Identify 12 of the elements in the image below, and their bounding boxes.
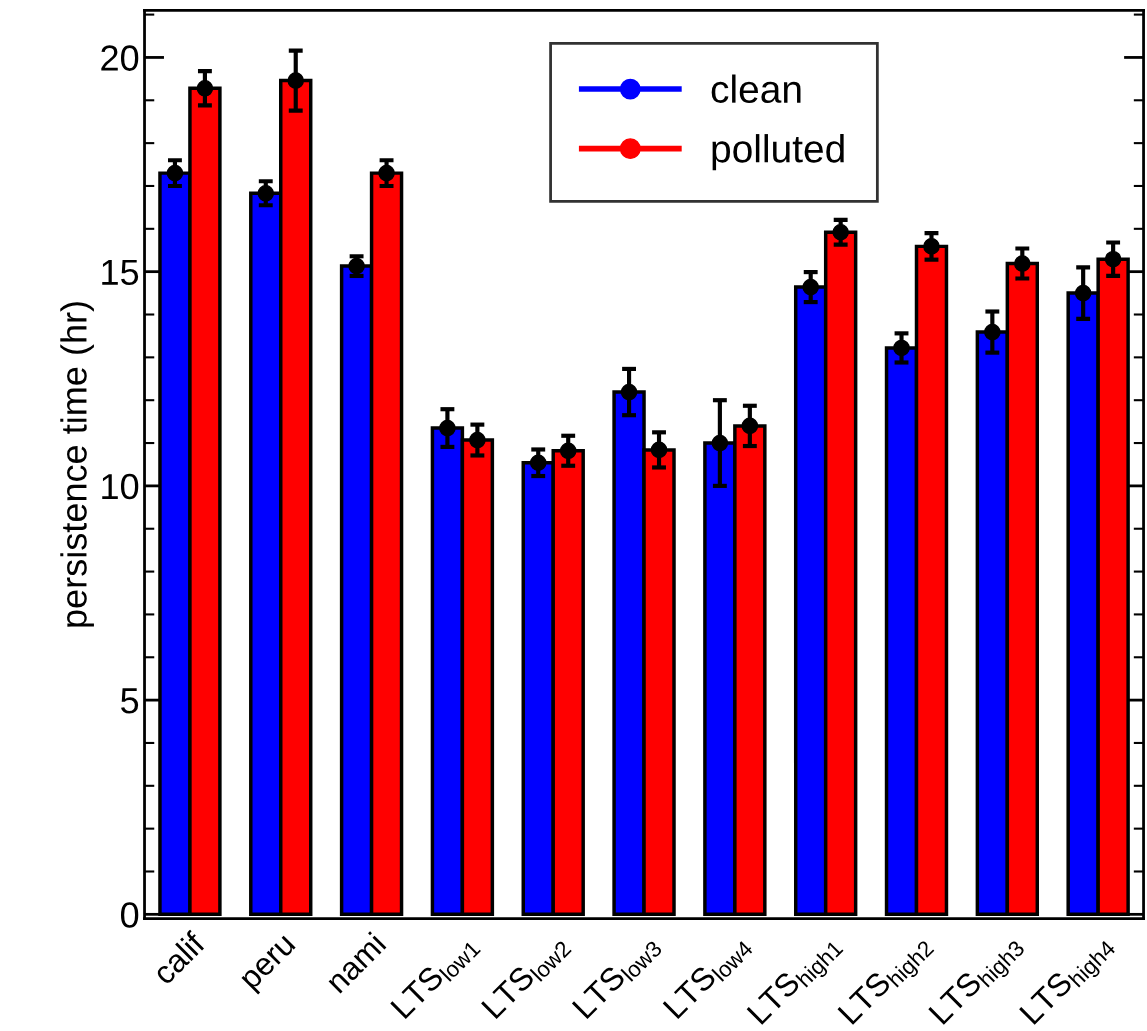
y-axis-title: persistence time (hr) <box>60 302 94 627</box>
legend-label: polluted <box>712 134 844 171</box>
x-tick-label: LTS$_{low3}$ <box>571 931 663 1023</box>
x-tick-label: calif <box>150 929 207 986</box>
y-tick-label: 20 <box>101 45 139 71</box>
y-tick-label: 0 <box>120 902 139 928</box>
y-tick-label: 15 <box>102 259 139 286</box>
x-tick-label: LTS$_{low1}$ <box>390 931 482 1023</box>
y-tick-label: 10 <box>102 473 139 500</box>
y-tick-label: 5 <box>121 688 139 714</box>
legend-label: clean <box>711 74 801 104</box>
x-tick-label: LTS$_{low2}$ <box>480 931 572 1023</box>
